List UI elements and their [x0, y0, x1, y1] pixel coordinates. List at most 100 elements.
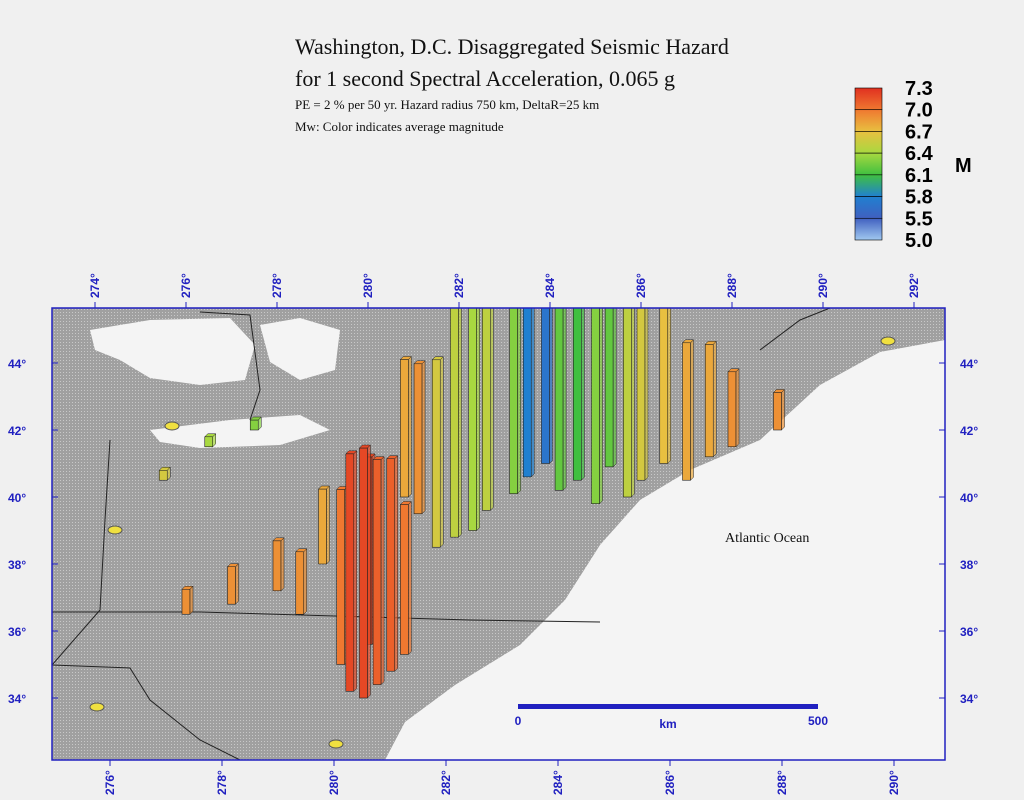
lon-label: 280° — [327, 770, 341, 795]
lon-label: 284° — [543, 273, 557, 298]
lat-label: 34° — [8, 692, 26, 706]
lon-label: 284° — [551, 770, 565, 795]
ocean-label: Atlantic Ocean — [725, 531, 809, 546]
bar — [249, 416, 262, 431]
bar — [727, 368, 740, 448]
scale-end: 500 — [808, 714, 828, 728]
lon-label: 274° — [88, 273, 102, 298]
bar-top — [358, 444, 372, 449]
lake — [150, 415, 330, 448]
title: Washington, D.C. Disaggregated Seismic H… — [295, 34, 729, 59]
bar-side — [394, 455, 398, 672]
legend-label: 6.1 — [905, 165, 933, 187]
basemap — [52, 202, 945, 760]
legend-label: 6.4 — [905, 143, 934, 165]
bar-top — [399, 356, 413, 360]
bar-front — [604, 308, 614, 468]
note: Mw: Color indicates average magnitude — [295, 119, 504, 134]
bar — [681, 339, 695, 481]
lat-label: 40° — [960, 491, 978, 505]
bar-front — [591, 308, 600, 505]
bar — [372, 455, 385, 686]
bar-side — [367, 444, 371, 699]
city — [880, 336, 896, 346]
bar-front — [572, 308, 582, 481]
lat-label: 34° — [960, 692, 978, 706]
bar-front — [450, 308, 459, 538]
bar-front — [372, 459, 382, 685]
bar-front — [345, 453, 355, 692]
bar-top — [623, 269, 634, 272]
bar-side — [517, 308, 521, 495]
lat-label: 44° — [8, 357, 26, 371]
lake — [90, 318, 255, 385]
bar-side — [326, 485, 330, 565]
bar-front — [400, 504, 409, 655]
lon-label: 282° — [439, 770, 453, 795]
bar-top — [204, 433, 217, 437]
bar-top — [727, 368, 740, 372]
bar-front — [181, 588, 191, 615]
bar-top — [295, 548, 308, 552]
bar — [413, 360, 426, 515]
scale-bar-line — [518, 704, 818, 709]
lat-label: 38° — [960, 558, 978, 572]
bar-top — [249, 416, 262, 421]
bar-side — [421, 360, 426, 515]
bar-side — [612, 308, 617, 468]
bar-top — [386, 455, 399, 459]
plot-frame — [51, 307, 946, 761]
bar-side — [713, 340, 717, 458]
bar — [522, 236, 535, 478]
bar — [604, 308, 617, 468]
legend-label: 5.5 — [905, 208, 933, 230]
bar-side — [667, 308, 671, 465]
legend-title: M — [955, 155, 972, 177]
bar — [591, 263, 603, 505]
bar — [572, 202, 585, 481]
bar-top — [510, 266, 521, 269]
bar-top — [592, 263, 603, 266]
bar — [181, 585, 194, 615]
bar-front — [227, 566, 236, 605]
bar — [399, 355, 413, 498]
bar-top — [555, 237, 566, 240]
bar-top — [573, 202, 584, 205]
bar-front — [636, 308, 646, 481]
scale-start: 0 — [515, 714, 522, 728]
state-border — [199, 311, 261, 421]
legend-label: 5.8 — [905, 187, 933, 209]
bar-top — [772, 389, 786, 393]
bar-side — [631, 308, 635, 498]
note: PE = 2 % per 50 yr. Hazard radius 750 km… — [295, 97, 599, 112]
bar-side — [781, 388, 785, 431]
bar — [659, 308, 671, 465]
bar-top — [158, 467, 171, 471]
bar — [541, 308, 553, 465]
lon-label: 286° — [634, 273, 648, 298]
bar — [317, 485, 331, 565]
bar — [345, 450, 358, 692]
bar-side — [458, 308, 462, 538]
legend-swatch — [854, 109, 883, 132]
bar-front — [659, 308, 669, 464]
state-border — [52, 439, 241, 760]
bar — [226, 563, 240, 605]
bar-side — [644, 308, 649, 481]
bar-top — [482, 257, 493, 260]
bar-top — [523, 236, 534, 239]
bar-front — [413, 363, 423, 515]
bar-front — [272, 540, 282, 592]
bar-front — [509, 308, 518, 494]
legend-label: 7.3 — [905, 78, 933, 100]
bar-top — [469, 253, 480, 256]
bar-side — [235, 563, 239, 605]
bar — [704, 340, 717, 458]
lat-label: 38° — [8, 558, 26, 572]
bar-front — [295, 551, 305, 615]
lon-label: 276° — [103, 770, 117, 795]
legend-swatch — [854, 152, 883, 176]
bar-side — [735, 368, 740, 448]
bar-front — [682, 342, 691, 481]
bar — [468, 253, 480, 532]
